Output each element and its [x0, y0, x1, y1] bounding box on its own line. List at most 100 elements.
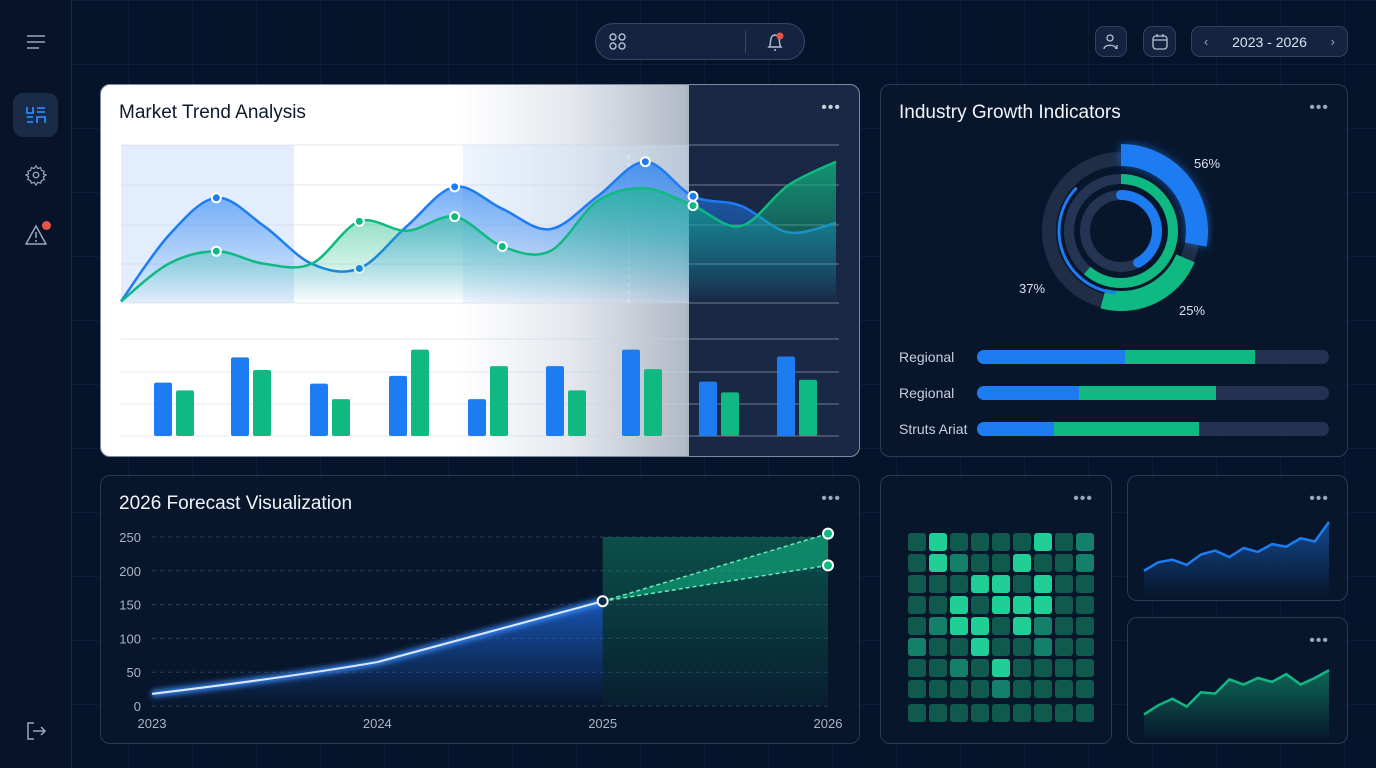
alert-icon — [24, 224, 47, 245]
heatmap-cell — [971, 617, 989, 635]
bar — [231, 357, 249, 436]
heatmap-cell — [992, 680, 1010, 698]
x-tick-label: 2026 — [814, 716, 843, 731]
calendar-button[interactable] — [1143, 26, 1176, 57]
heatmap-cell — [1013, 575, 1031, 593]
sidebar-item-dashboard[interactable] — [13, 93, 58, 137]
heatmap-cell — [1076, 680, 1094, 698]
heatmap-cell — [971, 659, 989, 677]
heatmap-cell — [950, 554, 968, 572]
growth-bar-row: Regional — [899, 385, 1347, 402]
forecast-point — [822, 559, 834, 572]
more-options-button[interactable]: ••• — [821, 99, 841, 116]
heatmap-cell — [1013, 617, 1031, 635]
heatmap-cell — [929, 659, 947, 677]
heatmap-cell — [1076, 554, 1094, 572]
heatmap-cell — [908, 596, 926, 614]
bar-label: Struts Ariat — [899, 421, 968, 437]
heatmap-cell — [950, 575, 968, 593]
heatmap-cell — [1013, 638, 1031, 656]
menu-button[interactable] — [13, 20, 58, 64]
heatmap-cell — [971, 575, 989, 593]
date-range-picker[interactable]: ‹ 2023 - 2026 › — [1191, 26, 1348, 57]
heatmap-cell — [950, 704, 968, 722]
heatmap-cell — [950, 533, 968, 551]
heatmap-cell — [929, 617, 947, 635]
bar — [253, 370, 271, 436]
heatmap-cell — [908, 554, 926, 572]
market-trend-panel: Market Trend Analysis ••• — [100, 84, 860, 457]
sparkline-panel-green: ••• — [1127, 617, 1348, 744]
x-tick-label: 2025 — [588, 716, 617, 731]
heatmap-cell — [1076, 575, 1094, 593]
heatmap-cell — [992, 704, 1010, 722]
progress-track — [977, 350, 1329, 364]
data-point — [210, 192, 222, 204]
panel-title: Market Trend Analysis — [119, 102, 306, 123]
data-point — [687, 200, 699, 212]
sidebar — [0, 0, 72, 768]
more-options-button[interactable]: ••• — [1309, 632, 1329, 649]
heatmap-cell — [950, 680, 968, 698]
heatmap-cell — [1034, 554, 1052, 572]
gear-icon — [24, 164, 47, 186]
heatmap-cell — [1034, 575, 1052, 593]
data-point — [449, 211, 461, 223]
heatmap-cell — [1055, 638, 1073, 656]
forecast-panel: 2026 Forecast Visualization ••• 0 50 100 15… — [100, 475, 860, 744]
chevron-right-icon[interactable]: › — [1330, 34, 1335, 49]
x-tick-label: 2024 — [363, 716, 392, 731]
more-options-button[interactable]: ••• — [821, 490, 841, 507]
donut-chart — [1034, 144, 1208, 318]
x-tick-label: 2023 — [138, 716, 167, 731]
heatmap-cell — [1055, 680, 1073, 698]
donut-label: 56% — [1194, 156, 1221, 171]
heatmap-cell — [1055, 596, 1073, 614]
menu-icon — [26, 35, 45, 49]
growth-bar-row: Regional — [899, 349, 1347, 366]
sparkline-area — [1144, 670, 1329, 740]
heatmap-cell — [1013, 704, 1031, 722]
more-options-button[interactable]: ••• — [1073, 490, 1093, 507]
bar — [799, 379, 817, 436]
donut-label: 25% — [1179, 303, 1206, 318]
heatmap-cell — [1013, 680, 1031, 698]
sidebar-item-settings[interactable] — [13, 153, 58, 197]
progress-fill-green — [1079, 386, 1217, 400]
user-icon — [1103, 33, 1118, 49]
bell-icon[interactable] — [764, 31, 786, 53]
heatmap-cell — [992, 659, 1010, 677]
sidebar-item-alerts[interactable] — [13, 213, 58, 257]
grid-icon[interactable] — [609, 33, 627, 51]
heatmap-cell — [1076, 617, 1094, 635]
heatmap-cell — [908, 533, 926, 551]
heatmap-cell — [950, 638, 968, 656]
heatmap-cell — [971, 533, 989, 551]
series-line — [120, 160, 837, 303]
y-tick-label: 150 — [119, 598, 141, 613]
heatmap-cell — [1034, 680, 1052, 698]
heatmap-cell — [950, 596, 968, 614]
forecast-point — [822, 527, 834, 540]
data-point — [496, 240, 508, 252]
data-point — [210, 245, 222, 257]
progress-fill-green — [1124, 350, 1256, 364]
heatmap-cell — [1055, 575, 1073, 593]
donut-segment-37 — [1064, 174, 1178, 288]
y-tick-label: 250 — [119, 530, 141, 545]
bar — [622, 349, 640, 436]
heatmap-cell — [1034, 638, 1052, 656]
logout-icon — [26, 722, 46, 740]
more-options-button[interactable]: ••• — [1309, 490, 1329, 507]
user-button[interactable] — [1095, 26, 1127, 57]
chevron-left-icon[interactable]: ‹ — [1204, 34, 1209, 49]
heatmap-cell — [1076, 638, 1094, 656]
more-options-button[interactable]: ••• — [1309, 99, 1329, 116]
bar — [546, 366, 564, 436]
forecast-line — [602, 532, 829, 602]
progress-fill-blue — [977, 350, 1125, 364]
heatmap-cell — [992, 533, 1010, 551]
heatmap-cell — [908, 638, 926, 656]
heatmap-cell — [1055, 554, 1073, 572]
logout-button[interactable] — [13, 709, 58, 753]
